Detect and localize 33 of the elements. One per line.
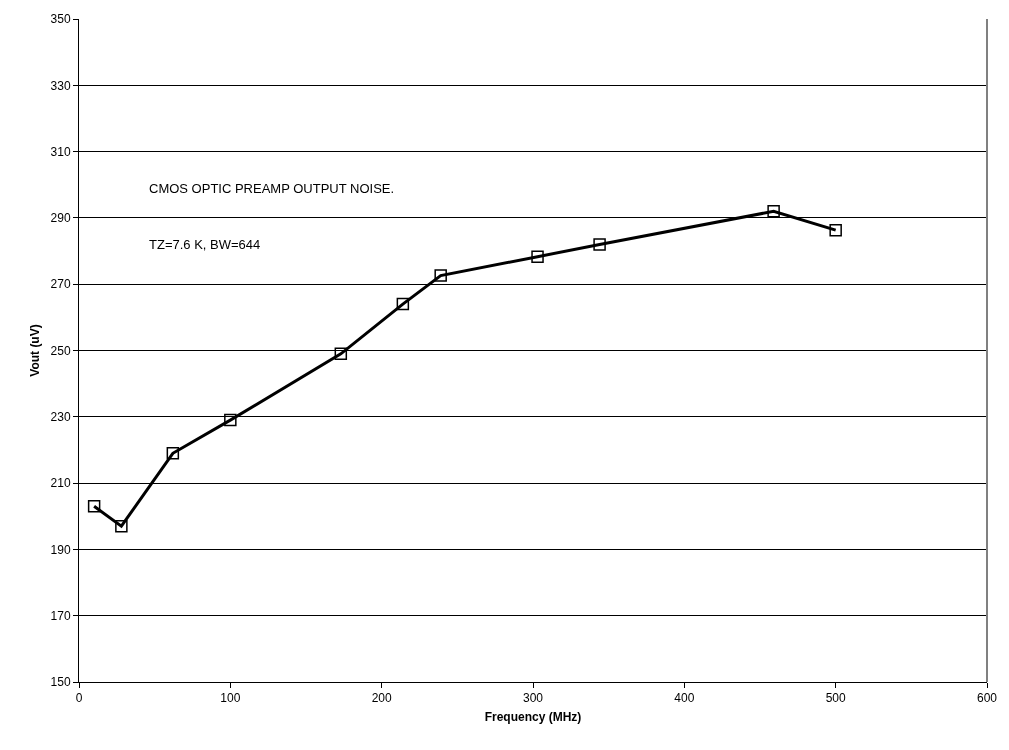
point <box>87 500 101 513</box>
point <box>434 269 447 282</box>
point <box>767 205 780 218</box>
y-tick-label: 290 <box>50 211 71 226</box>
x-tick-label: 200 <box>371 691 392 706</box>
point <box>115 519 128 533</box>
point <box>224 413 237 427</box>
x-tick-label: 100 <box>220 691 241 706</box>
point <box>829 223 842 237</box>
y-tick-label: 350 <box>50 12 71 27</box>
y-axis-title: Vout (uV) <box>27 324 42 377</box>
annotation: CMOS OPTIC PREAMP OUTPUT NOISE. <box>149 181 395 196</box>
point <box>334 347 348 361</box>
x-tick-label: 300 <box>522 691 544 706</box>
y-tick-label: 230 <box>50 410 71 424</box>
annotation: TZ=7.6 K, BW=644 <box>149 237 261 252</box>
x-axis-title: Frequency (MHz) <box>484 710 582 725</box>
y-tick-label: 190 <box>50 542 71 557</box>
point <box>593 238 606 251</box>
y-tick-label: 270 <box>50 277 71 292</box>
x-tick-label: 0 <box>75 691 83 706</box>
y-tick-label: 150 <box>50 675 71 690</box>
point <box>396 297 410 311</box>
y-tick-label: 170 <box>50 608 71 623</box>
point <box>531 250 544 263</box>
x-tick-label: 400 <box>674 691 695 706</box>
y-tick-label: 250 <box>50 343 71 358</box>
y-tick-label: 310 <box>50 144 71 159</box>
y-tick-label: 210 <box>50 476 71 491</box>
point <box>166 447 180 460</box>
y-tick-label: 330 <box>50 78 71 93</box>
x-tick-label: 500 <box>825 691 846 706</box>
x-tick-label: 600 <box>976 691 998 706</box>
